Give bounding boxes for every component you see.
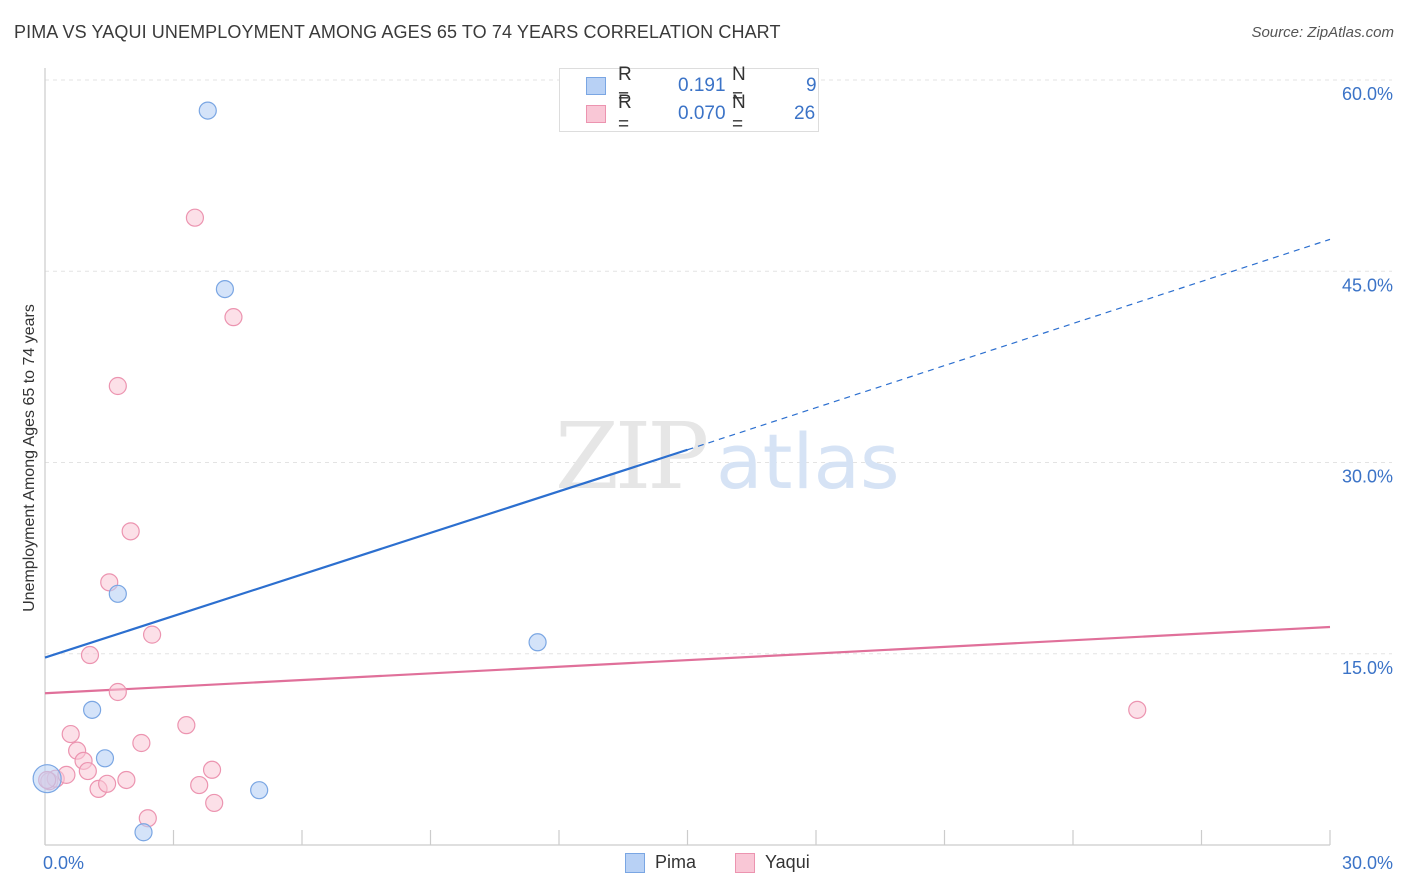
pima-legend-label: Pima: [655, 852, 697, 872]
yaqui-point: [108, 376, 127, 396]
point-layer: [32, 101, 1147, 842]
yaqui-legend-swatch: [735, 852, 755, 873]
pima-trend-extension: [687, 238, 1331, 451]
watermark-zip: ZIP: [555, 403, 706, 510]
yaqui-point: [61, 724, 80, 744]
pima-point: [32, 764, 62, 794]
grid-layer: [45, 79, 1392, 655]
yaqui-point: [190, 775, 209, 795]
pima-n-value: 9: [806, 75, 817, 96]
yaqui-point: [98, 774, 117, 793]
y-tick-label: 60.0%: [1342, 84, 1393, 104]
yaqui-point: [78, 761, 97, 781]
yaqui-point: [185, 208, 205, 227]
y-tick-label: 30.0%: [1342, 467, 1393, 487]
y-tick-label: 15.0%: [1342, 658, 1393, 678]
pima-trend-line: [44, 448, 688, 659]
yaqui-n-value: 26: [794, 103, 816, 124]
pima-n-label: N =: [732, 64, 746, 107]
yaqui-point: [132, 733, 151, 753]
yaqui-point: [80, 645, 100, 665]
axis-layer: [44, 68, 1331, 846]
yaqui-point: [205, 793, 224, 813]
yaqui-point: [121, 522, 140, 541]
yaqui-point: [224, 308, 243, 327]
pima-point: [215, 280, 234, 299]
yaqui-point: [202, 760, 222, 779]
pima-point: [83, 700, 102, 719]
chart-title: PIMA VS YAQUI UNEMPLOYMENT AMONG AGES 65…: [14, 22, 781, 42]
pima-swatch: [586, 77, 606, 95]
source-credit: Source: ZipAtlas.com: [1251, 24, 1394, 41]
y-tick-label: 45.0%: [1342, 275, 1393, 295]
trend-layer: [44, 238, 1331, 695]
x-tick-label: 0.0%: [43, 853, 84, 873]
yaqui-n-label: N =: [732, 92, 746, 135]
pima-point: [108, 584, 127, 603]
yaqui-legend-label: Yaqui: [765, 852, 810, 872]
yaqui-swatch: [586, 105, 606, 123]
yaqui-point: [117, 770, 136, 790]
yaqui-point: [1128, 700, 1147, 719]
pima-r-value: 0.191: [678, 75, 726, 96]
x-tick-label: 30.0%: [1342, 853, 1393, 873]
yaqui-point: [177, 716, 196, 735]
yaqui-point: [142, 625, 162, 644]
legend-item-pima[interactable]: Pima: [625, 852, 696, 873]
pima-point: [250, 781, 269, 800]
pima-legend-swatch: [625, 852, 645, 873]
watermark: ZIP atlas: [555, 403, 900, 510]
pima-point: [95, 749, 115, 768]
yaqui-r-value: 0.070: [678, 103, 726, 124]
pima-r-label: R =: [618, 64, 632, 107]
pima-point: [198, 101, 217, 120]
watermark-atlas: atlas: [716, 417, 900, 506]
pima-point: [134, 823, 153, 842]
yaqui-trend-line: [44, 625, 1331, 695]
legend-item-yaqui[interactable]: Yaqui: [735, 852, 810, 873]
yaqui-r-label: R =: [618, 92, 632, 135]
tick-label-layer: 15.0% 30.0% 45.0% 60.0% 0.0% 30.0%: [43, 84, 1393, 873]
yaqui-point: [108, 682, 127, 702]
stats-legend: R = 0.191 N = 9 R = 0.070 N = 26: [559, 64, 819, 135]
series-legend: Pima Yaqui: [0, 852, 1406, 876]
pima-point: [528, 633, 547, 652]
